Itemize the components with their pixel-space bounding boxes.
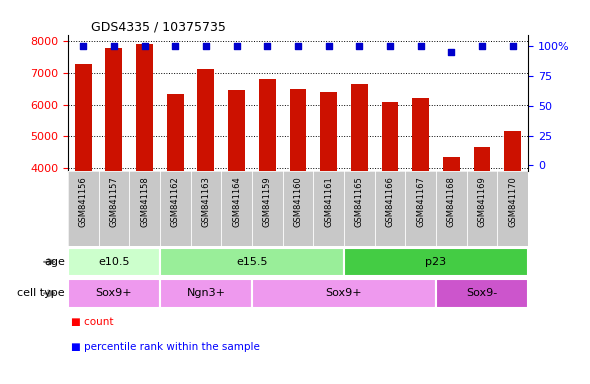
Point (78, 43, 88, 50)
Bar (68, 248, 160, 276)
Bar (136, 44, 153, 295)
Point (140, 43, 149, 50)
Bar (504, 131, 521, 295)
Text: GSM841166: GSM841166 (385, 177, 395, 227)
Bar (160, 248, 344, 276)
Text: e15.5: e15.5 (236, 257, 268, 267)
Point (171, 43, 180, 50)
Bar (106, 48, 122, 295)
Point (232, 43, 241, 50)
Text: Sox9+: Sox9+ (326, 288, 362, 298)
Point (324, 43, 333, 50)
Point (447, 49, 456, 55)
Text: GSM841165: GSM841165 (355, 177, 364, 227)
Point (508, 43, 517, 50)
Bar (436, 279, 528, 308)
Bar (443, 157, 460, 295)
Bar (320, 92, 337, 295)
Text: age: age (44, 257, 65, 267)
Text: Sox9-: Sox9- (467, 288, 497, 298)
Point (109, 43, 119, 50)
Text: GSM841168: GSM841168 (447, 177, 456, 227)
Text: GSM841158: GSM841158 (140, 177, 149, 227)
Bar (290, 89, 306, 295)
Text: GSM841162: GSM841162 (171, 177, 180, 227)
Text: GSM841163: GSM841163 (201, 177, 211, 227)
Text: GSM841160: GSM841160 (293, 177, 303, 227)
Point (293, 43, 303, 50)
Bar (160, 279, 252, 308)
Bar (167, 94, 183, 295)
Bar (412, 98, 429, 295)
Bar (474, 147, 490, 295)
Point (263, 43, 272, 50)
Text: GSM841159: GSM841159 (263, 177, 272, 227)
Text: GSM841167: GSM841167 (416, 177, 425, 227)
Bar (75, 64, 91, 295)
Text: p23: p23 (425, 257, 447, 267)
Text: cell type: cell type (17, 288, 65, 298)
Point (355, 43, 364, 50)
Bar (252, 279, 436, 308)
Bar (259, 79, 276, 295)
Bar (382, 102, 398, 295)
Bar (228, 90, 245, 295)
Text: GSM841164: GSM841164 (232, 177, 241, 227)
Text: GDS4335 / 10375735: GDS4335 / 10375735 (91, 20, 226, 33)
Bar (68, 279, 160, 308)
Text: Sox9+: Sox9+ (96, 288, 132, 298)
Text: GSM841161: GSM841161 (324, 177, 333, 227)
Text: Ngn3+: Ngn3+ (186, 288, 225, 298)
Text: GSM841157: GSM841157 (109, 177, 119, 227)
Point (201, 43, 211, 50)
Point (416, 43, 425, 50)
Text: GSM841169: GSM841169 (477, 177, 487, 227)
Bar (344, 248, 528, 276)
Text: ■ percentile rank within the sample: ■ percentile rank within the sample (71, 342, 260, 352)
Text: e10.5: e10.5 (98, 257, 130, 267)
Text: ■ count: ■ count (71, 317, 113, 327)
Text: GSM841156: GSM841156 (78, 177, 88, 227)
Bar (351, 84, 368, 295)
Bar (198, 69, 214, 295)
Text: GSM841170: GSM841170 (508, 177, 517, 227)
Point (477, 43, 487, 50)
Point (385, 43, 395, 50)
